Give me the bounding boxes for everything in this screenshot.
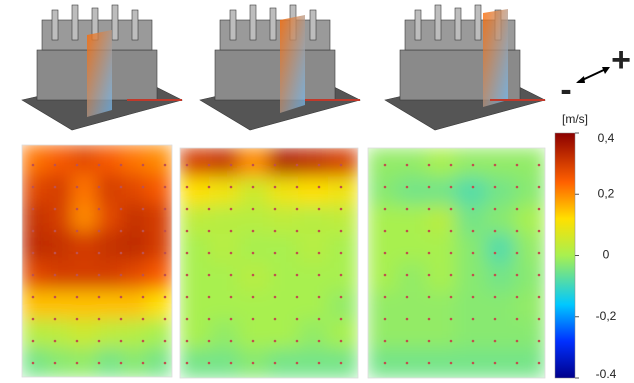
arrow-head — [576, 76, 585, 83]
colorbar-tick-label: -0.4 — [596, 367, 617, 381]
measurement-points — [180, 148, 358, 378]
colorbar-tick-label: 0 — [603, 248, 610, 262]
heatmap-panel — [368, 148, 546, 379]
measurement-points — [22, 145, 172, 377]
colorbar-label: [m/s] — [562, 112, 588, 126]
measurement-points — [368, 148, 545, 378]
colorbar — [555, 133, 575, 378]
plus-label: + — [611, 41, 631, 79]
figure: - + [m/s] 0,4 0,2 0 -0,2 -0.4 — [0, 0, 634, 383]
colorbar-tick-label: 0,2 — [598, 186, 615, 200]
model-views — [22, 5, 545, 130]
heatmap-panel — [22, 145, 173, 378]
minus-label: - — [560, 71, 571, 109]
heatmap-panel — [180, 148, 359, 379]
colorbar-tick-label: 0,4 — [598, 131, 615, 145]
colorbar-tick-label: -0,2 — [596, 309, 617, 323]
